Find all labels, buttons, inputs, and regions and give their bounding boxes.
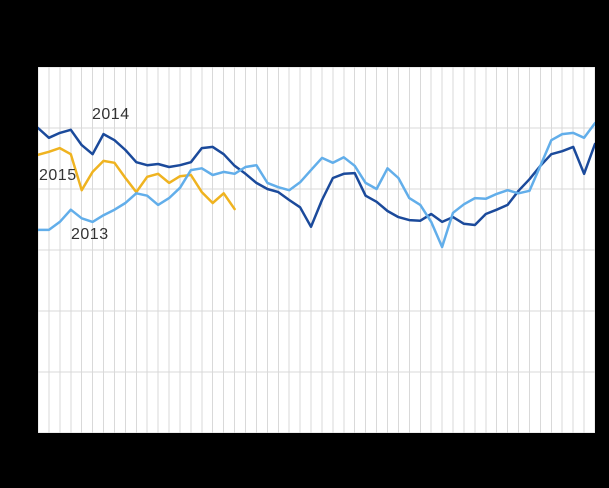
series-line-2013	[38, 121, 595, 249]
series-line-2014	[38, 126, 595, 229]
series-label-2014: 2014	[92, 106, 130, 123]
series-label-2015: 2015	[39, 167, 77, 184]
grid-horizontal	[38, 67, 595, 433]
plot-area	[38, 67, 595, 433]
series-label-2013: 2013	[71, 226, 109, 243]
line-chart	[38, 67, 595, 433]
